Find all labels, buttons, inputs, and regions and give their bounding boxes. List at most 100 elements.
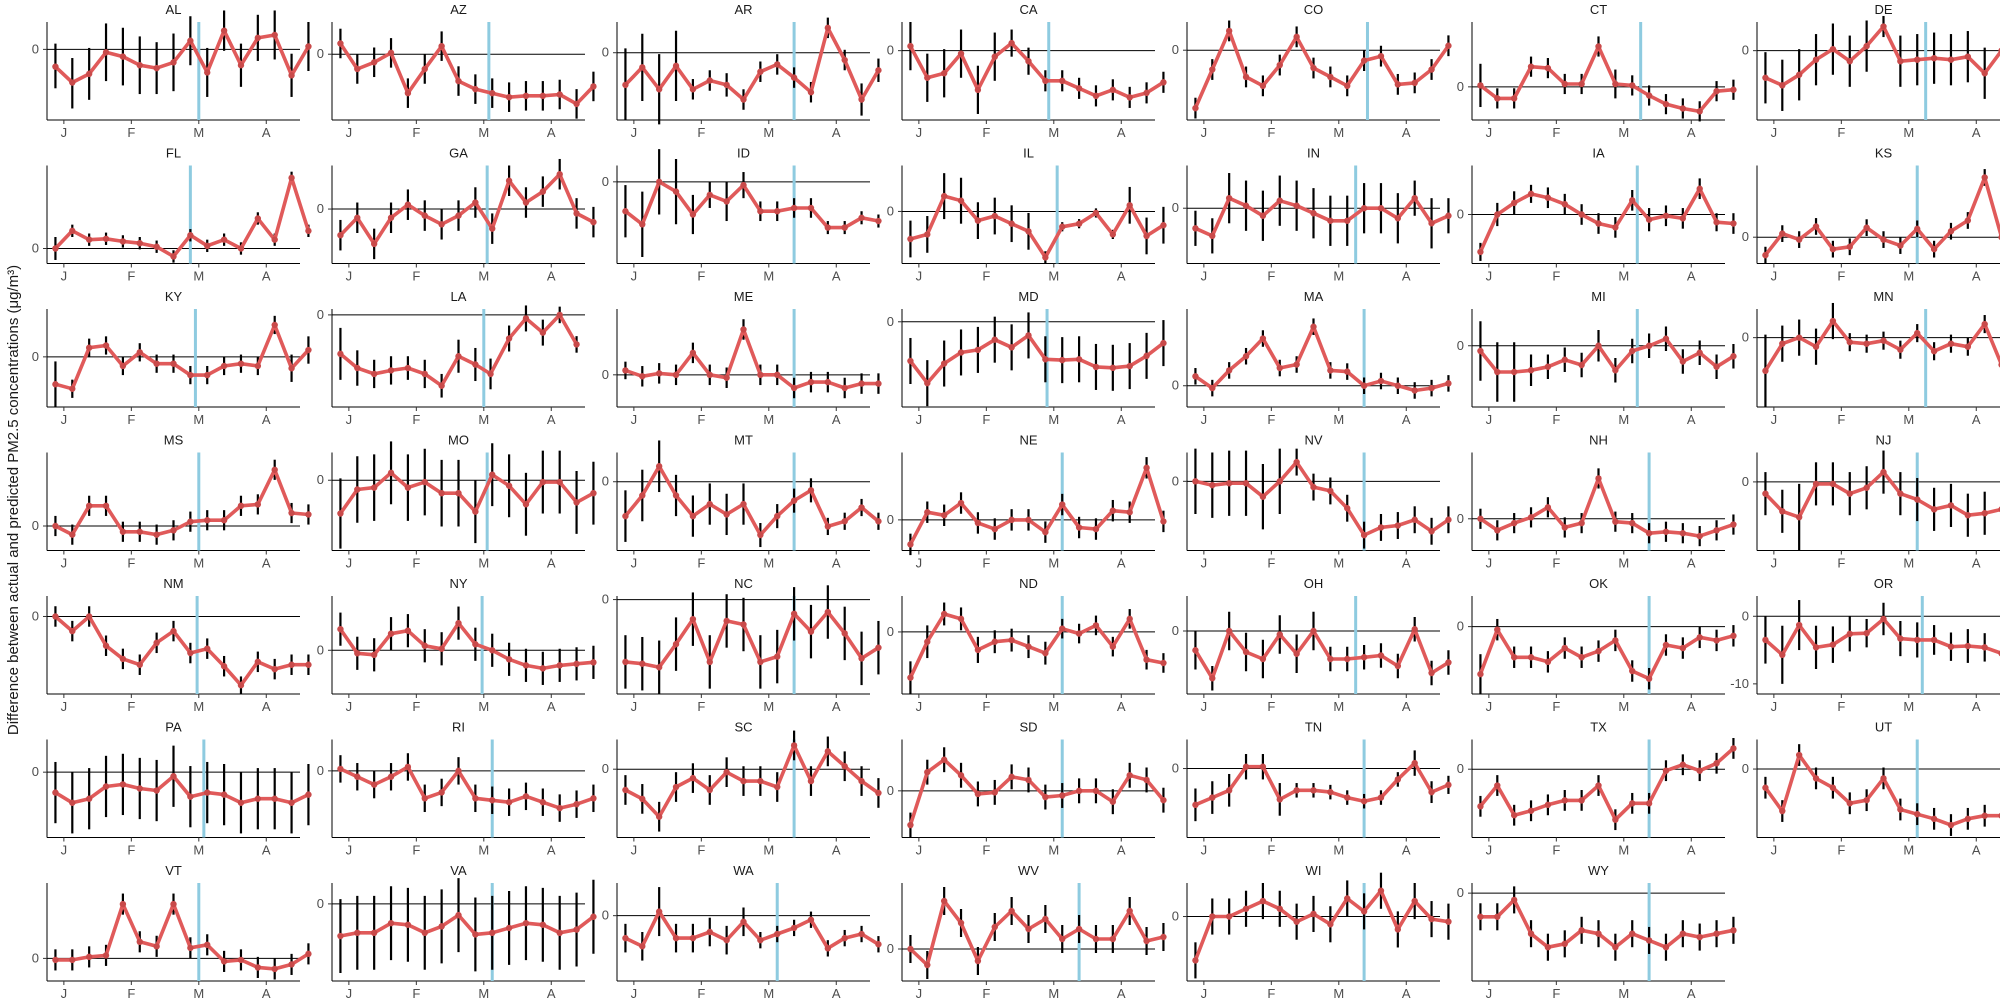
- data-point: [1160, 339, 1167, 347]
- data-point: [1696, 349, 1703, 356]
- data-point: [1025, 776, 1032, 784]
- y-tick-label: 0: [1742, 330, 1749, 345]
- data-point: [187, 371, 194, 379]
- data-point: [1126, 615, 1133, 623]
- y-tick-label: 0: [887, 624, 894, 639]
- data-point: [1143, 89, 1150, 97]
- x-tick-label: J: [1486, 843, 1493, 858]
- data-point: [1428, 384, 1435, 392]
- data-point: [170, 773, 177, 780]
- data-point: [1561, 80, 1568, 88]
- data-point: [1143, 352, 1150, 360]
- data-point: [1795, 513, 1803, 521]
- data-point: [102, 342, 110, 349]
- panel-title: MI: [1591, 289, 1605, 304]
- x-tick-label: A: [262, 986, 271, 1000]
- data-point: [489, 929, 496, 937]
- data-point: [85, 795, 93, 802]
- y-tick-label: 0: [602, 174, 609, 189]
- x-tick-label: M: [1333, 986, 1344, 1000]
- data-point: [622, 934, 629, 942]
- data-point: [1143, 656, 1150, 663]
- data-point: [1192, 478, 1199, 485]
- data-point: [1846, 58, 1853, 65]
- series-line: [623, 610, 881, 670]
- panel-title: MA: [1304, 289, 1324, 304]
- data-point: [622, 367, 629, 374]
- panel-ct: CT 0 J F M A: [1457, 2, 1737, 140]
- data-point: [1897, 806, 1904, 813]
- y-tick-label: 0: [602, 45, 609, 60]
- data-point: [404, 627, 412, 634]
- data-point: [1259, 335, 1267, 342]
- data-point: [1662, 528, 1670, 535]
- data-point: [1209, 384, 1216, 392]
- x-tick-label: M: [763, 843, 774, 858]
- data-point: [991, 212, 998, 220]
- data-point: [1377, 52, 1385, 60]
- x-tick-label: A: [1402, 412, 1411, 427]
- panel-title: TX: [1590, 720, 1607, 735]
- data-point: [69, 227, 76, 235]
- data-point: [672, 371, 680, 379]
- data-point: [153, 943, 160, 950]
- data-point: [723, 374, 730, 381]
- data-point: [1510, 654, 1518, 661]
- x-tick-label: M: [1048, 125, 1059, 140]
- data-point: [689, 615, 697, 623]
- series-line: [908, 465, 1166, 547]
- x-tick-label: F: [1267, 269, 1275, 284]
- data-point: [1344, 82, 1351, 90]
- x-tick-label: M: [1903, 269, 1914, 284]
- data-point: [1225, 194, 1233, 202]
- x-tick-label: J: [346, 269, 353, 284]
- series-line: [53, 614, 311, 688]
- data-point: [522, 501, 530, 508]
- panel-wi: WI 0 J F M A: [1172, 863, 1452, 1000]
- x-tick-label: M: [1618, 269, 1629, 284]
- data-point: [1059, 501, 1066, 508]
- panel-mn: MN 0 J F M A: [1742, 289, 2000, 427]
- x-tick-label: J: [61, 269, 68, 284]
- data-point: [539, 188, 547, 195]
- x-tick-label: A: [547, 125, 556, 140]
- data-point: [1679, 358, 1687, 365]
- data-point: [1394, 81, 1402, 88]
- data-point: [556, 804, 563, 812]
- data-point: [337, 932, 344, 940]
- data-point: [220, 517, 228, 524]
- panel-title: LA: [451, 289, 467, 304]
- data-point: [1662, 100, 1670, 108]
- x-tick-label: M: [193, 269, 204, 284]
- data-point: [489, 225, 496, 232]
- data-point: [590, 795, 597, 802]
- panel-mi: MI 0 J F M A: [1457, 289, 1737, 427]
- data-point: [1795, 621, 1803, 629]
- data-point: [1209, 794, 1216, 801]
- x-tick-label: J: [346, 125, 353, 140]
- data-point: [757, 208, 764, 215]
- y-tick-label: 0: [317, 642, 324, 657]
- data-point: [387, 49, 395, 57]
- data-point: [1880, 615, 1887, 623]
- data-point: [1829, 45, 1837, 53]
- data-point: [370, 370, 378, 378]
- x-tick-label: M: [763, 699, 774, 714]
- panel-al: AL 0 J F M A: [32, 2, 312, 140]
- data-point: [1059, 625, 1066, 632]
- data-point: [102, 49, 110, 56]
- x-tick-label: F: [982, 843, 990, 858]
- data-point: [740, 777, 747, 785]
- data-point: [438, 645, 445, 652]
- data-point: [455, 353, 462, 360]
- x-tick-label: A: [1117, 269, 1126, 284]
- data-point: [1225, 627, 1233, 635]
- data-point: [1730, 745, 1737, 752]
- data-point: [957, 197, 965, 204]
- y-tick-label: 0: [887, 43, 894, 58]
- data-point: [807, 378, 815, 386]
- data-point: [1829, 641, 1837, 648]
- y-tick-label: 0: [602, 474, 609, 489]
- data-point: [387, 919, 395, 927]
- data-point: [1561, 200, 1568, 208]
